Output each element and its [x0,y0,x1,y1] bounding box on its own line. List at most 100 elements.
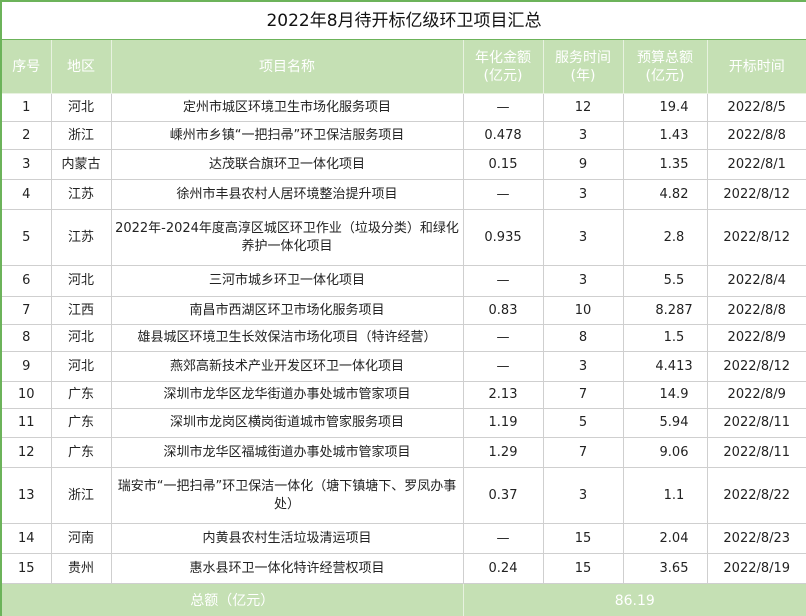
cell-region: 河南 [50,523,112,554]
cell-annual-amount: — [462,324,544,352]
table-row: 7 江西 南昌市西湖区环卫市场化服务项目 0.83 10 8.287 2022/8/8 [0,296,806,325]
cell-service-years: 15 [542,523,624,554]
cell-annual-amount: 0.15 [462,149,544,180]
cell-budget-total: 1.43 [622,121,708,150]
cell-budget-total: 2.8 [622,209,708,266]
cell-region: 河北 [50,324,112,352]
total-row: 总额（亿元） 86.19 [0,583,806,616]
cell-region: 浙江 [50,121,112,150]
cell-service-years: 10 [542,296,624,325]
table-row: 6 河北 三河市城乡环卫一体化项目 —3 5.5 2022/8/4 [0,265,806,297]
cell-service-years: 7 [542,437,624,468]
table-row: 1 河北 定州市城区环境卫生市场化服务项目 —12 19.4 2022/8/5 [0,93,806,122]
cell-service-years: 15 [542,553,624,584]
cell-project-name: 深圳市龙华区龙华街道办事处城市管家项目 [110,381,464,409]
table-row: 2 浙江 嵊州市乡镇“一把扫帚”环卫保洁服务项目 0.478 3 1.43 2022/8/8 [0,121,806,150]
cell-region: 江西 [50,296,112,325]
header-service-years: 服务时间 (年) [542,39,624,94]
cell-budget-total: 1.35 [622,149,708,180]
header-bid-date: 开标时间 [706,39,806,94]
cell-region: 河北 [50,351,112,382]
table-row: 5 江苏 2022年-2024年度高淳区城区环卫作业（垃圾分类）和绿化养护一体化项目… [0,209,806,266]
cell-service-years: 5 [542,408,624,438]
cell-budget-total: 1.1 [622,467,708,524]
table-row: 10 广东 深圳市龙华区龙华街道办事处城市管家项目 2.13 7 14.9 2022/8/9 [0,381,806,409]
cell-annual-amount: 0.935 [462,209,544,266]
cell-region: 广东 [50,408,112,438]
cell-project-name: 南昌市西湖区环卫市场化服务项目 [110,296,464,325]
cell-project-name: 深圳市龙岗区横岗街道城市管家服务项目 [110,408,464,438]
cell-service-years: 3 [542,467,624,524]
cell-index: 12 [0,437,52,468]
cell-budget-total: 5.94 [622,408,708,438]
cell-project-name: 徐州市丰县农村人居环境整治提升项目 [110,179,464,210]
cell-index: 8 [0,324,52,352]
cell-service-years: 3 [542,179,624,210]
cell-bid-date: 2022/8/9 [706,324,806,352]
cell-index: 13 [0,467,52,524]
cell-budget-total: 14.9 [622,381,708,409]
cell-bid-date: 2022/8/9 [706,381,806,409]
header-budget-total: 预算总额 (亿元) [622,39,708,94]
cell-index: 9 [0,351,52,382]
cell-annual-amount: 2.13 [462,381,544,409]
cell-region: 广东 [50,437,112,468]
cell-annual-amount: — [462,179,544,210]
cell-index: 7 [0,296,52,325]
cell-index: 1 [0,93,52,122]
cell-bid-date: 2022/8/1 [706,149,806,180]
cell-annual-amount: 0.37 [462,467,544,524]
cell-bid-date: 2022/8/11 [706,437,806,468]
cell-project-name: 嵊州市乡镇“一把扫帚”环卫保洁服务项目 [110,121,464,150]
cell-budget-total: 5.5 [622,265,708,297]
header-index: 序号 [0,39,52,94]
cell-bid-date: 2022/8/8 [706,121,806,150]
cell-service-years: 12 [542,93,624,122]
cell-service-years: 8 [542,324,624,352]
cell-service-years: 3 [542,351,624,382]
cell-budget-total: 9.06 [622,437,708,468]
total-label: 总额（亿元） [0,583,464,616]
cell-region: 浙江 [50,467,112,524]
table-row: 13 浙江 瑞安市“一把扫帚”环卫保洁一体化（塘下镇塘下、罗凤办事处） 0.37 3 1.… [0,467,806,524]
cell-bid-date: 2022/8/11 [706,408,806,438]
cell-region: 江苏 [50,179,112,210]
cell-annual-amount: 1.19 [462,408,544,438]
header-annual-amount: 年化金额 (亿元) [462,39,544,94]
cell-index: 15 [0,553,52,584]
cell-bid-date: 2022/8/4 [706,265,806,297]
cell-annual-amount: — [462,265,544,297]
cell-region: 贵州 [50,553,112,584]
cell-annual-amount: — [462,523,544,554]
cell-project-name: 深圳市龙华区福城街道办事处城市管家项目 [110,437,464,468]
cell-annual-amount: 0.83 [462,296,544,325]
cell-bid-date: 2022/8/5 [706,93,806,122]
cell-annual-amount: 0.24 [462,553,544,584]
cell-annual-amount: 1.29 [462,437,544,468]
cell-region: 广东 [50,381,112,409]
cell-region: 内蒙古 [50,149,112,180]
table-row: 12 广东 深圳市龙华区福城街道办事处城市管家项目 1.29 7 9.06 2022/8/1… [0,437,806,468]
cell-project-name: 雄县城区环境卫生长效保洁市场化项目（特许经营） [110,324,464,352]
cell-project-name: 燕郊高新技术产业开发区环卫一体化项目 [110,351,464,382]
cell-region: 河北 [50,93,112,122]
table-row: 3 内蒙古 达茂联合旗环卫一体化项目 0.15 9 1.35 2022/8/1 [0,149,806,180]
cell-annual-amount: — [462,93,544,122]
cell-service-years: 3 [542,265,624,297]
cell-budget-total: 2.04 [622,523,708,554]
cell-budget-total: 3.65 [622,553,708,584]
cell-service-years: 3 [542,121,624,150]
cell-bid-date: 2022/8/19 [706,553,806,584]
table-row: 4 江苏 徐州市丰县农村人居环境整治提升项目 —3 4.82 2022/8/12 [0,179,806,210]
cell-annual-amount: — [462,351,544,382]
cell-index: 2 [0,121,52,150]
cell-index: 4 [0,179,52,210]
cell-index: 10 [0,381,52,409]
cell-project-name: 达茂联合旗环卫一体化项目 [110,149,464,180]
cell-project-name: 惠水县环卫一体化特许经营权项目 [110,553,464,584]
header-region: 地区 [50,39,112,94]
cell-service-years: 3 [542,209,624,266]
cell-bid-date: 2022/8/12 [706,351,806,382]
cell-index: 5 [0,209,52,266]
